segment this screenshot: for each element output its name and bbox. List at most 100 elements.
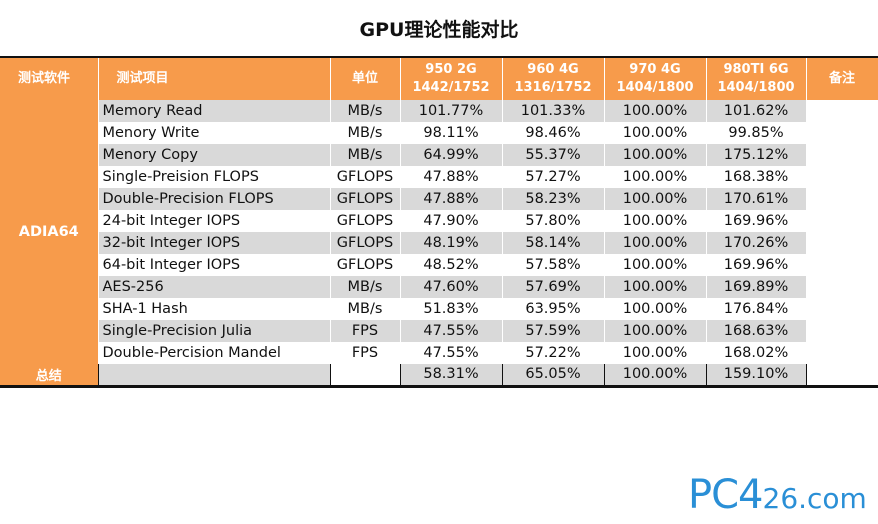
summary-label: 总结 [0, 364, 99, 388]
value-cell: 48.19% [400, 232, 503, 254]
value-cell: 100.00% [604, 320, 707, 342]
test-item-cell: Single-Precision Julia [98, 320, 331, 342]
test-item-cell: SHA-1 Hash [98, 298, 331, 320]
unit-cell: GFLOPS [330, 254, 401, 276]
table-row: 64-bit Integer IOPS GFLOPS 48.52% 57.58% 100… [0, 254, 878, 276]
table-row: Single-Preision FLOPS GFLOPS 47.88% 57.27% 1… [0, 166, 878, 188]
pc426-logo: PC4 26.com [688, 472, 867, 518]
unit-cell: FPS [330, 320, 401, 342]
table-row: 24-bit Integer IOPS GFLOPS 47.90% 57.80% 100… [0, 210, 878, 232]
unit-cell: MB/s [330, 276, 401, 298]
software-name-cell: ADIA64 [0, 100, 99, 364]
table-row: 32-bit Integer IOPS GFLOPS 48.19% 58.14% 100… [0, 232, 878, 254]
gpu-name: 960 4G [527, 62, 579, 77]
note-cell [806, 254, 878, 276]
value-cell: 100.00% [604, 298, 707, 320]
header-software: 测试软件 [0, 58, 99, 100]
value-cell: 100.00% [604, 188, 707, 210]
gpu-name: 970 4G [629, 62, 681, 77]
summary-value-cell: 159.10% [706, 364, 807, 388]
value-cell: 170.61% [706, 188, 807, 210]
value-cell: 57.80% [502, 210, 605, 232]
value-cell: 57.59% [502, 320, 605, 342]
value-cell: 98.46% [502, 122, 605, 144]
test-item-cell: 64-bit Integer IOPS [98, 254, 331, 276]
gpu-clock: 1316/1752 [514, 80, 592, 95]
value-cell: 169.96% [706, 210, 807, 232]
value-cell: 100.00% [604, 100, 707, 122]
test-item-cell: Double-Percision Mandel [98, 342, 331, 364]
test-item-cell: Menory Copy [98, 144, 331, 166]
value-cell: 58.14% [502, 232, 605, 254]
value-cell: 169.96% [706, 254, 807, 276]
note-cell [806, 188, 878, 210]
logo-text-main: PC4 [688, 472, 763, 518]
value-cell: 168.63% [706, 320, 807, 342]
table-row: AES-256 MB/s 47.60% 57.69% 100.00% 169.89% [0, 276, 878, 298]
value-cell: 64.99% [400, 144, 503, 166]
unit-cell: FPS [330, 342, 401, 364]
unit-cell: MB/s [330, 144, 401, 166]
value-cell: 48.52% [400, 254, 503, 276]
comparison-table: 测试软件 测试项目 单位 950 2G 1442/1752 960 4G 1316/… [0, 58, 878, 388]
summary-row: 总结 58.31% 65.05% 100.00% 159.10% [0, 364, 878, 388]
unit-cell: GFLOPS [330, 166, 401, 188]
value-cell: 100.00% [604, 232, 707, 254]
header-unit: 单位 [330, 58, 401, 100]
value-cell: 55.37% [502, 144, 605, 166]
note-cell [806, 320, 878, 342]
test-item-cell: Single-Preision FLOPS [98, 166, 331, 188]
summary-value-cell: 65.05% [502, 364, 605, 388]
unit-cell: MB/s [330, 100, 401, 122]
header-gpu-1: 950 2G 1442/1752 [400, 58, 503, 100]
test-item-cell: Menory Write [98, 122, 331, 144]
test-item-cell: Double-Precision FLOPS [98, 188, 331, 210]
value-cell: 98.11% [400, 122, 503, 144]
table-row: Single-Precision Julia FPS 47.55% 57.59% 100… [0, 320, 878, 342]
value-cell: 57.27% [502, 166, 605, 188]
value-cell: 47.60% [400, 276, 503, 298]
value-cell: 168.38% [706, 166, 807, 188]
value-cell: 58.23% [502, 188, 605, 210]
test-item-cell: AES-256 [98, 276, 331, 298]
value-cell: 168.02% [706, 342, 807, 364]
note-cell [806, 100, 878, 122]
gpu-clock: 1404/1800 [717, 80, 795, 95]
note-cell [806, 298, 878, 320]
note-cell [806, 122, 878, 144]
header-gpu-2: 960 4G 1316/1752 [502, 58, 605, 100]
value-cell: 57.58% [502, 254, 605, 276]
value-cell: 100.00% [604, 122, 707, 144]
value-cell: 47.55% [400, 320, 503, 342]
test-item-cell: 24-bit Integer IOPS [98, 210, 331, 232]
unit-cell: GFLOPS [330, 188, 401, 210]
gpu-clock: 1404/1800 [616, 80, 694, 95]
summary-blank [98, 364, 331, 388]
value-cell: 101.33% [502, 100, 605, 122]
header-gpu-4: 980TI 6G 1404/1800 [706, 58, 807, 100]
note-cell [806, 276, 878, 298]
header-item: 测试项目 [98, 58, 331, 100]
table-row: Menory Copy MB/s 64.99% 55.37% 100.00% 175.12… [0, 144, 878, 166]
value-cell: 63.95% [502, 298, 605, 320]
note-cell [806, 166, 878, 188]
value-cell: 51.83% [400, 298, 503, 320]
value-cell: 100.00% [604, 210, 707, 232]
gpu-name: 950 2G [425, 62, 477, 77]
unit-cell: MB/s [330, 298, 401, 320]
note-cell [806, 232, 878, 254]
value-cell: 47.88% [400, 166, 503, 188]
value-cell: 170.26% [706, 232, 807, 254]
value-cell: 100.00% [604, 276, 707, 298]
logo-text-domain: 26.com [762, 482, 867, 515]
value-cell: 101.62% [706, 100, 807, 122]
table-row: Menory Write MB/s 98.11% 98.46% 100.00% 99.85… [0, 122, 878, 144]
header-row: 测试软件 测试项目 单位 950 2G 1442/1752 960 4G 1316/… [0, 58, 878, 100]
header-gpu-3: 970 4G 1404/1800 [604, 58, 707, 100]
unit-cell: GFLOPS [330, 232, 401, 254]
summary-value-cell: 58.31% [400, 364, 503, 388]
value-cell: 100.00% [604, 254, 707, 276]
value-cell: 100.00% [604, 166, 707, 188]
table-row: Double-Percision Mandel FPS 47.55% 57.22% 10… [0, 342, 878, 364]
gpu-name: 980TI 6G [723, 62, 789, 77]
